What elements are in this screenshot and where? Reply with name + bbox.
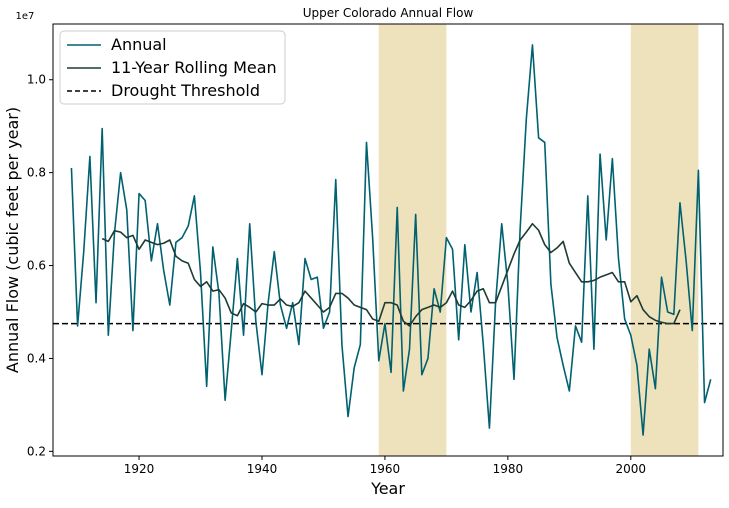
x-tick-label: 1940	[247, 462, 278, 476]
y-tick-label: 0.4	[27, 351, 46, 365]
x-tick-label: 2000	[616, 462, 647, 476]
legend-label-rolling-mean: 11-Year Rolling Mean	[111, 58, 277, 77]
plot-area	[53, 24, 723, 456]
y-tick-label: 0.6	[27, 259, 46, 273]
x-tick-label: 1960	[370, 462, 401, 476]
drought-band-1	[630, 24, 699, 456]
legend-label-annual: Annual	[111, 35, 167, 54]
legend-box	[59, 30, 286, 105]
x-axis-label: Year	[370, 479, 405, 498]
drought-band-0	[378, 24, 447, 456]
y-tick-label: 0.2	[27, 444, 46, 458]
x-tick-label: 1980	[493, 462, 524, 476]
x-tick-label: 1920	[124, 462, 155, 476]
y-axis-offset-label: 1e7	[16, 11, 35, 22]
chart-title: Upper Colorado Annual Flow	[303, 6, 474, 20]
annual-series-line	[70, 44, 712, 436]
axes: 1920 1940 1960 1980 2000 0.2 0.4 0.6 0.8 1.0	[27, 73, 646, 476]
y-tick-label: 0.8	[27, 166, 46, 180]
y-tick-label: 1.0	[27, 73, 46, 87]
rolling-mean-series-line	[101, 222, 681, 327]
y-axis-label: Annual Flow (cubic feet per year)	[3, 107, 22, 373]
legend-label-drought-threshold: Drought Threshold	[111, 81, 260, 100]
plot-frame	[52, 23, 724, 457]
legend: Annual 11-Year Rolling Mean Drought Thre…	[59, 30, 286, 105]
